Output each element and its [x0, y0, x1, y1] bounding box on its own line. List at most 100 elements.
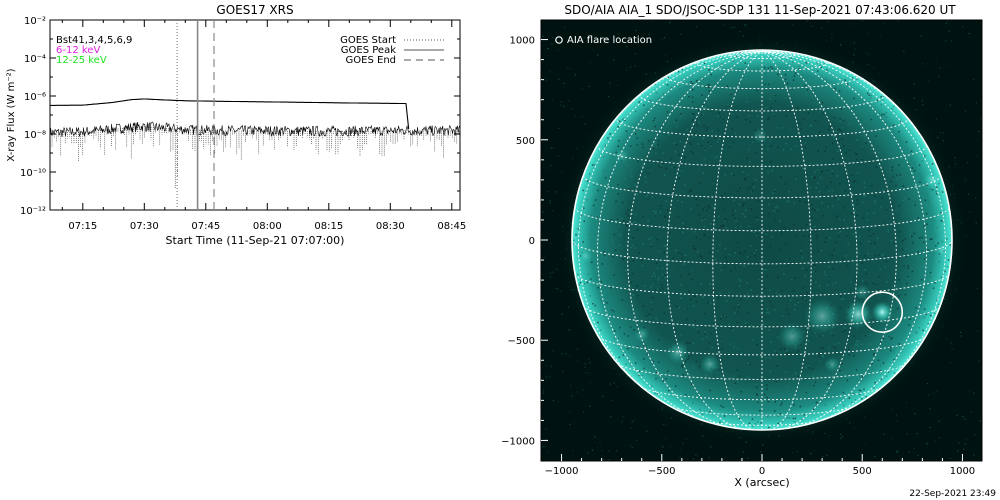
noise-speck — [543, 446, 545, 448]
disk-speck — [751, 418, 754, 420]
noise-speck — [913, 97, 915, 99]
disk-speck — [709, 283, 711, 285]
noise-speck — [949, 104, 951, 106]
disk-speck — [715, 197, 717, 199]
disk-speck — [733, 174, 735, 176]
disk-speck — [833, 248, 835, 251]
disk-speck — [890, 153, 893, 156]
disk-speck — [695, 198, 698, 200]
disk-speck — [814, 177, 817, 179]
noise-speck — [967, 162, 969, 164]
disk-speck — [837, 235, 840, 237]
disk-speck — [711, 81, 714, 83]
disk-speck — [740, 56, 742, 59]
disk-speck — [833, 346, 835, 348]
disk-speck — [591, 164, 594, 166]
disk-speck — [849, 392, 851, 394]
disk-speck — [723, 415, 726, 417]
disk-speck — [801, 394, 804, 396]
latitude-line — [696, 59, 828, 72]
disk-speck — [723, 386, 725, 388]
disk-speck — [668, 232, 671, 234]
noise-speck — [555, 191, 557, 193]
disk-speck — [657, 279, 660, 281]
disk-speck — [631, 175, 633, 178]
disk-speck — [769, 245, 772, 247]
disk-speck — [825, 99, 828, 102]
disk-speck — [655, 377, 657, 380]
disk-speck — [591, 261, 593, 264]
noise-speck — [611, 399, 613, 401]
disk-speck — [912, 307, 915, 310]
noise-speck — [760, 451, 762, 453]
latitude-line — [617, 363, 907, 380]
disk-speck — [725, 316, 727, 318]
disk-speck — [627, 335, 629, 337]
noise-speck — [926, 443, 928, 445]
noise-speck — [626, 46, 628, 48]
noise-speck — [590, 62, 592, 64]
noise-speck — [589, 405, 591, 407]
noise-speck — [609, 383, 611, 385]
disk-speck — [731, 196, 733, 198]
disk-speck — [691, 119, 694, 121]
disk-speck — [734, 209, 737, 212]
disk-speck — [697, 204, 699, 207]
disk-speck — [691, 278, 693, 281]
disk-speck — [607, 259, 609, 262]
disk-speck — [763, 393, 766, 396]
disk-speck — [598, 223, 600, 226]
disk-speck — [644, 176, 647, 178]
disk-speck — [865, 142, 867, 145]
disk-speck — [917, 251, 919, 253]
disk-speck — [667, 370, 669, 372]
disk-speck — [865, 396, 867, 398]
disk-speck — [650, 243, 652, 246]
disk-speck — [822, 215, 824, 217]
disk-speck — [851, 401, 853, 404]
disk-speck — [734, 252, 736, 254]
disk-speck — [881, 99, 884, 101]
disk-speck — [579, 282, 582, 284]
noise-speck — [827, 21, 829, 23]
legend-goes-peak-label: GOES Peak — [341, 45, 396, 56]
disk-speck — [839, 306, 841, 309]
disk-speck — [839, 231, 842, 233]
noise-speck — [568, 100, 570, 102]
disk-speck — [600, 312, 602, 315]
right-x-axis-label: X (arcsec) — [734, 476, 789, 489]
disk-speck — [680, 334, 683, 336]
noise-speck — [796, 450, 798, 452]
disk-speck — [804, 141, 807, 144]
disk-speck — [873, 212, 875, 214]
disk-speck — [843, 404, 845, 407]
disk-speck — [708, 252, 711, 254]
disk-speck — [629, 216, 631, 219]
disk-speck — [805, 366, 807, 369]
left-chart-title: GOES17 XRS — [216, 3, 293, 17]
disk-speck — [916, 175, 918, 177]
disk-speck — [747, 312, 749, 314]
disk-speck — [604, 144, 607, 147]
disk-speck — [744, 62, 746, 64]
disk-speck — [777, 73, 779, 76]
disk-speck — [734, 382, 737, 384]
disk-speck — [724, 174, 727, 176]
disk-speck — [824, 241, 826, 243]
longitude-line — [666, 51, 763, 429]
disk-speck — [649, 316, 651, 318]
noise-speck — [542, 390, 544, 392]
noise-speck — [631, 447, 633, 449]
disk-speck — [826, 186, 828, 188]
disk-speck — [744, 215, 746, 218]
disk-speck — [765, 269, 767, 271]
noise-speck — [591, 449, 594, 451]
disk-speck — [684, 184, 686, 186]
noise-speck — [576, 391, 579, 393]
disk-speck — [645, 315, 648, 317]
disk-speck — [894, 242, 896, 244]
disk-speck — [790, 57, 793, 59]
longitude-line — [578, 51, 763, 412]
